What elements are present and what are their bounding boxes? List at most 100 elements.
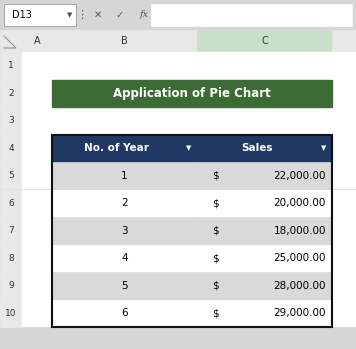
Bar (332, 80, 356, 107)
Text: No. of Year: No. of Year (84, 143, 149, 153)
Text: ▼: ▼ (67, 12, 73, 18)
Text: $: $ (212, 171, 219, 181)
Bar (52, 245, 197, 272)
Bar (332, 107, 356, 134)
Bar (52, 245, 197, 272)
Text: 6: 6 (121, 308, 128, 318)
Bar (22, 272, 52, 299)
Bar (52, 52, 197, 80)
Bar (0, 80, 22, 107)
Bar (22, 52, 52, 80)
Bar (332, 245, 356, 272)
Bar (0, 134, 22, 162)
Bar (52, 80, 197, 107)
Bar (22, 217, 52, 245)
Bar (332, 134, 356, 162)
Bar (0, 299, 22, 327)
Bar (22, 134, 52, 162)
Bar (197, 217, 332, 245)
Bar (52, 134, 332, 327)
Text: D13: D13 (12, 10, 32, 20)
Bar (0, 272, 22, 299)
Bar (197, 299, 332, 327)
Text: C: C (261, 36, 268, 46)
Text: $: $ (212, 281, 219, 291)
Bar (52, 162, 197, 190)
Text: ✓: ✓ (116, 10, 124, 20)
Bar (52, 272, 197, 299)
Text: ✕: ✕ (94, 10, 102, 20)
Bar (0, 190, 22, 217)
Text: exceldemy: exceldemy (109, 278, 200, 293)
Bar (52, 190, 197, 217)
Text: ▼: ▼ (186, 145, 192, 151)
Text: ▼: ▼ (321, 145, 327, 151)
Bar (0, 245, 22, 272)
Text: 10: 10 (5, 309, 17, 318)
Text: 18,000.00: 18,000.00 (273, 226, 326, 236)
Text: Sales: Sales (241, 143, 272, 153)
Bar (332, 299, 356, 327)
Bar (0, 30, 22, 52)
Bar (22, 245, 52, 272)
Text: 4: 4 (121, 253, 128, 263)
Bar (332, 52, 356, 80)
Bar (332, 272, 356, 299)
Bar (197, 190, 332, 217)
Bar (22, 162, 52, 190)
Bar (332, 190, 356, 217)
Text: 4: 4 (8, 144, 14, 153)
Bar (22, 190, 52, 217)
Bar (332, 217, 356, 245)
Bar (332, 162, 356, 190)
Bar (197, 272, 332, 299)
Text: 5: 5 (8, 171, 14, 180)
Bar (197, 162, 332, 190)
Text: 1: 1 (8, 61, 14, 70)
Bar (0, 217, 22, 245)
Bar (197, 134, 332, 162)
Bar (52, 134, 197, 162)
Bar (52, 217, 197, 245)
Text: 5: 5 (121, 281, 128, 291)
Bar (197, 52, 332, 80)
Bar (22, 30, 52, 52)
Text: 2: 2 (121, 198, 128, 208)
Bar (197, 272, 332, 299)
Bar (151, 4, 352, 26)
Bar (22, 107, 52, 134)
Bar (0, 107, 22, 134)
Text: 2: 2 (8, 89, 14, 98)
Text: 3: 3 (121, 226, 128, 236)
Bar (52, 80, 332, 107)
Bar (197, 30, 332, 52)
Bar (0, 52, 22, 80)
Text: 9: 9 (8, 281, 14, 290)
Text: B: B (121, 36, 128, 46)
Text: EXCEL  DATA  BI: EXCEL DATA BI (133, 295, 176, 300)
Bar (52, 162, 197, 190)
Text: 29,000.00: 29,000.00 (273, 308, 326, 318)
Bar (52, 30, 197, 52)
Bar (0, 162, 22, 190)
Bar (197, 162, 332, 190)
Bar (52, 217, 197, 245)
Bar (52, 190, 197, 217)
Bar (197, 80, 332, 107)
Bar (197, 134, 332, 162)
Bar (52, 299, 197, 327)
Text: Application of Pie Chart: Application of Pie Chart (113, 87, 271, 100)
Text: ⋮: ⋮ (77, 10, 88, 20)
Bar (197, 245, 332, 272)
Text: $: $ (212, 308, 219, 318)
Bar (22, 80, 52, 107)
Text: $: $ (212, 253, 219, 263)
Text: 28,000.00: 28,000.00 (273, 281, 326, 291)
Bar (197, 299, 332, 327)
Text: 6: 6 (8, 199, 14, 208)
Text: 8: 8 (8, 254, 14, 263)
Text: $: $ (212, 198, 219, 208)
Bar (332, 30, 356, 52)
Text: fx: fx (140, 10, 148, 20)
Text: 25,000.00: 25,000.00 (273, 253, 326, 263)
